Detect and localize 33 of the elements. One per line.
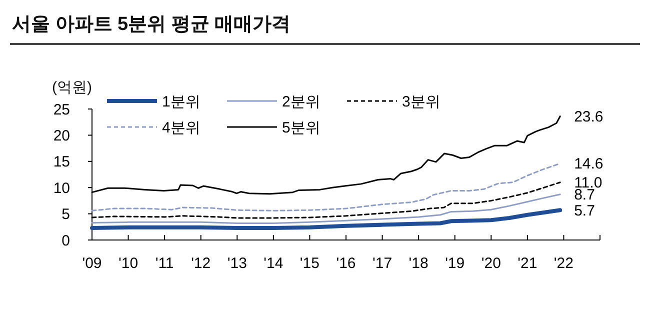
legend-label: 5분위 (282, 119, 320, 136)
data-label: 23.6 (574, 108, 604, 126)
line-series (91, 162, 561, 212)
y-tick-label: 5 (62, 206, 70, 224)
y-tick-label: 15 (53, 154, 70, 171)
y-axis-title: (억원) (52, 79, 92, 96)
x-tick-label: '11 (155, 255, 174, 272)
x-tick-label: '17 (372, 255, 392, 272)
line-series (91, 194, 561, 224)
line-series (90, 208, 562, 230)
x-tick-label: '19 (445, 255, 465, 272)
x-tick-label: '18 (408, 255, 428, 272)
x-tick-label: '12 (191, 255, 211, 272)
x-tick-label: '21 (518, 255, 538, 272)
x-tick-label: '16 (336, 255, 356, 272)
legend-label: 3분위 (402, 93, 440, 110)
legend-label: 2분위 (282, 93, 320, 110)
x-tick-label: '14 (264, 255, 284, 272)
y-tick-label: 0 (62, 232, 70, 250)
data-label: 14.6 (574, 156, 604, 173)
legend-label: 1분위 (162, 93, 200, 110)
legend-label: 4분위 (162, 119, 200, 136)
x-tick-label: '15 (300, 255, 320, 272)
y-tick-label: 25 (53, 101, 70, 118)
data-label: 5.7 (574, 202, 595, 220)
chart-title: 서울 아파트 5분위 평균 매매가격 (12, 14, 291, 35)
x-tick-label: '22 (554, 255, 574, 272)
y-tick-label: 10 (53, 180, 70, 197)
x-tick-label: '09 (82, 255, 102, 272)
x-tick-label: '13 (227, 255, 247, 272)
x-tick-label: '20 (481, 255, 501, 272)
y-tick-label: 20 (53, 127, 70, 144)
x-tick-label: '10 (118, 255, 138, 272)
